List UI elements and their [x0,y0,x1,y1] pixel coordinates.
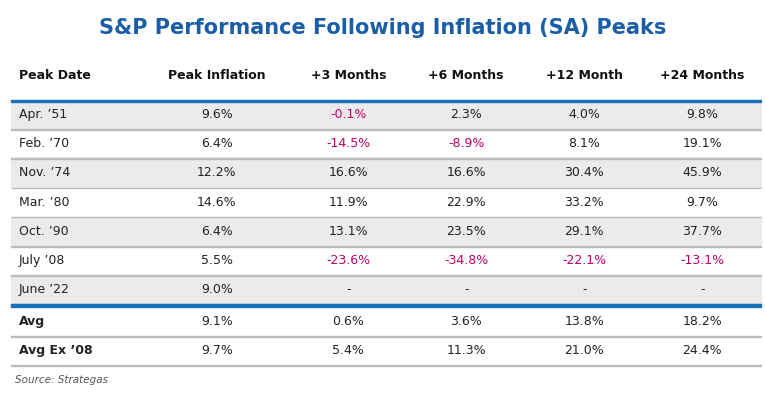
Bar [11,336,761,365]
Text: Source: Strategas: Source: Strategas [15,375,109,385]
Text: 23.5%: 23.5% [446,225,486,238]
Text: 5.5%: 5.5% [201,254,233,267]
Text: -23.6%: -23.6% [326,254,370,267]
Text: 0.6%: 0.6% [332,315,364,328]
Text: +12 Month: +12 Month [545,69,623,82]
Text: +6 Months: +6 Months [428,69,504,82]
Text: Oct. ’90: Oct. ’90 [19,225,69,238]
Text: -14.5%: -14.5% [326,137,370,150]
Text: Avg Ex ’08: Avg Ex ’08 [19,344,93,357]
Bar [11,100,761,129]
Text: 16.6%: 16.6% [447,166,486,180]
Text: 9.6%: 9.6% [201,108,233,121]
Text: 37.7%: 37.7% [682,225,722,238]
Text: 9.7%: 9.7% [201,344,233,357]
Text: 18.2%: 18.2% [682,315,722,328]
Text: -0.1%: -0.1% [330,108,366,121]
Text: 2.3%: 2.3% [451,108,482,121]
Text: S&P Performance Following Inflation (SA) Peaks: S&P Performance Following Inflation (SA)… [99,18,666,38]
Text: 5.4%: 5.4% [332,344,364,357]
Text: -13.1%: -13.1% [680,254,724,267]
Bar [11,129,761,158]
Text: 30.4%: 30.4% [565,166,604,180]
Bar [11,304,761,307]
Text: +3 Months: +3 Months [311,69,386,82]
Text: 19.1%: 19.1% [682,137,722,150]
Text: 3.6%: 3.6% [451,315,482,328]
Text: 14.6%: 14.6% [197,196,237,209]
Text: -: - [464,283,468,296]
Text: -: - [346,283,350,296]
Bar [11,304,761,305]
Text: 13.1%: 13.1% [328,225,368,238]
Bar [11,365,761,366]
Text: 13.8%: 13.8% [565,315,604,328]
Text: -: - [582,283,587,296]
Text: Avg: Avg [19,315,45,328]
Text: 9.7%: 9.7% [686,196,718,209]
Bar [11,188,761,217]
Bar [11,158,761,159]
Text: 29.1%: 29.1% [565,225,604,238]
Text: -8.9%: -8.9% [448,137,484,150]
Bar [11,275,761,276]
Bar [11,275,761,304]
Bar [11,217,761,246]
Text: 9.8%: 9.8% [686,108,718,121]
Text: 12.2%: 12.2% [197,166,237,180]
Text: -34.8%: -34.8% [444,254,488,267]
Text: 11.3%: 11.3% [447,344,486,357]
Bar [11,158,761,188]
Bar [11,129,761,130]
Text: 16.6%: 16.6% [328,166,368,180]
Text: -22.1%: -22.1% [562,254,607,267]
Text: 8.1%: 8.1% [568,137,601,150]
Text: 4.0%: 4.0% [568,108,601,121]
Text: 11.9%: 11.9% [328,196,368,209]
Text: 45.9%: 45.9% [682,166,722,180]
Text: 9.0%: 9.0% [201,283,233,296]
Text: Mar. ’80: Mar. ’80 [19,196,70,209]
Bar [11,307,761,336]
Text: 33.2%: 33.2% [565,196,604,209]
Text: Peak Inflation: Peak Inflation [168,69,265,82]
Text: 21.0%: 21.0% [565,344,604,357]
Text: Nov. ’74: Nov. ’74 [19,166,70,180]
Text: -: - [700,283,705,296]
Bar [11,100,761,102]
Text: 24.4%: 24.4% [682,344,722,357]
Text: +24 Months: +24 Months [660,69,744,82]
Text: Feb. ’70: Feb. ’70 [19,137,70,150]
Text: 9.1%: 9.1% [201,315,233,328]
Text: Peak Date: Peak Date [19,69,91,82]
Text: 6.4%: 6.4% [201,225,233,238]
Text: July ’08: July ’08 [19,254,66,267]
Bar [11,246,761,275]
Text: 6.4%: 6.4% [201,137,233,150]
Text: June ’22: June ’22 [19,283,70,296]
Text: Apr. ’51: Apr. ’51 [19,108,67,121]
Text: 22.9%: 22.9% [447,196,486,209]
